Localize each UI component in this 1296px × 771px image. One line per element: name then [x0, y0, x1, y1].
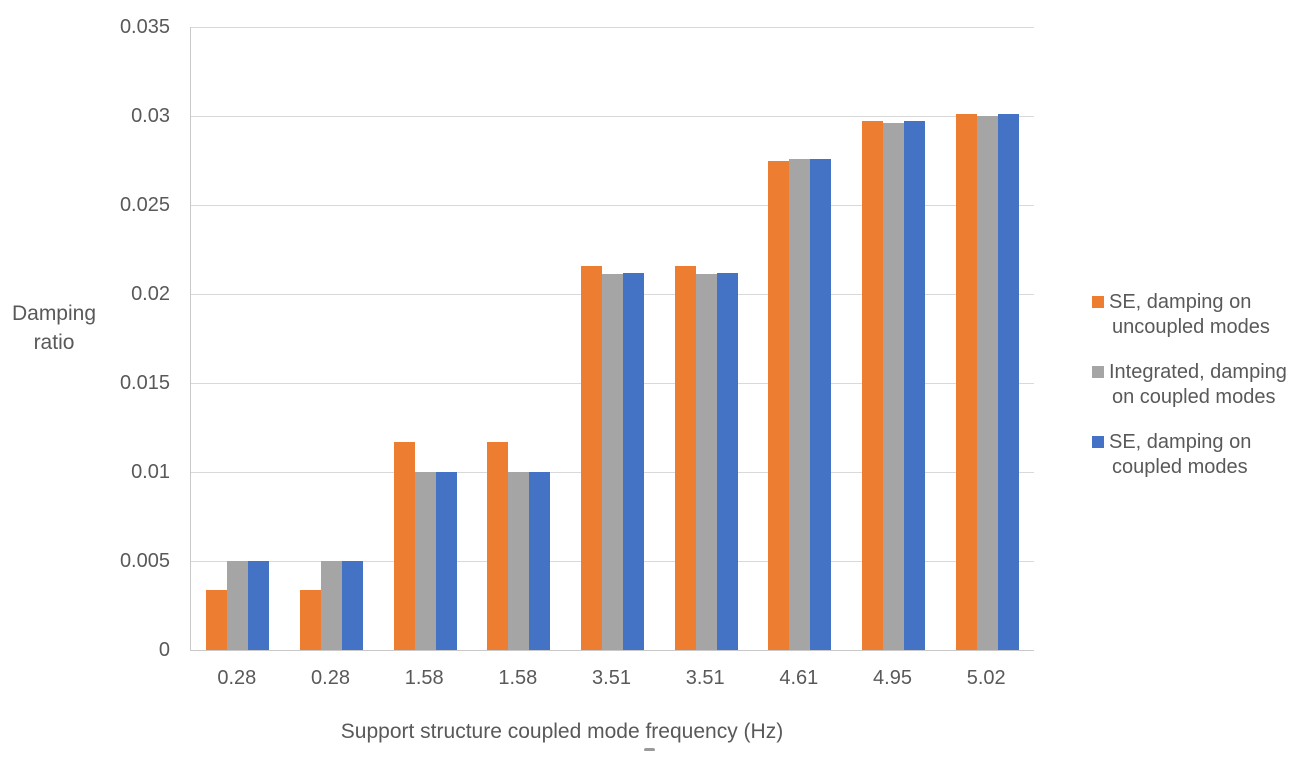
- x-category-label: 1.58: [404, 667, 444, 689]
- bar-series-2: [414, 472, 436, 650]
- bar-series-3: [716, 272, 738, 650]
- y-tick-label: 0: [158, 639, 170, 661]
- gridline: [191, 205, 1034, 206]
- bar-series-2: [882, 123, 904, 650]
- bar-series-3: [997, 114, 1019, 650]
- bar-group: [378, 27, 472, 650]
- bar-series-1: [674, 265, 696, 650]
- bar-series-2: [508, 472, 530, 650]
- legend-label: SE, damping on uncoupled modes: [1109, 291, 1270, 338]
- bar-group: [753, 27, 847, 650]
- bar-series-1: [861, 121, 883, 650]
- bar-series-1: [206, 589, 228, 650]
- gridline: [191, 27, 1034, 28]
- bar-group: [191, 27, 285, 650]
- x-category-label: 4.61: [779, 667, 819, 689]
- bar-series-1: [487, 441, 509, 650]
- x-category-label: 5.02: [966, 667, 1006, 689]
- bar-series-2: [789, 158, 811, 650]
- bar-series-3: [903, 121, 925, 650]
- legend-label: Integrated, damping on coupled modes: [1109, 361, 1287, 408]
- y-tick-label: 0.015: [119, 372, 170, 394]
- bar-series-2: [320, 561, 342, 650]
- bar-series-3: [435, 472, 457, 650]
- cropped-text-artifact: [644, 748, 655, 751]
- bar-group: [472, 27, 566, 650]
- bar-series-3: [248, 561, 270, 650]
- y-tick-label: 0.03: [131, 105, 170, 127]
- bar-group: [659, 27, 753, 650]
- x-category-label: 0.28: [311, 667, 350, 689]
- legend-item: Integrated, damping on coupled modes: [1092, 360, 1292, 410]
- y-tick-label: 0.01: [131, 461, 170, 483]
- bar-series-2: [227, 561, 249, 650]
- bar-series-2: [976, 116, 998, 650]
- plot-area: [190, 27, 1034, 651]
- legend-label: SE, damping on coupled modes: [1109, 431, 1252, 478]
- bar-series-3: [341, 561, 363, 650]
- y-axis-title: Damping ratio: [11, 302, 97, 354]
- bar-series-1: [768, 160, 790, 650]
- bars-layer: [191, 27, 1034, 650]
- x-category-label: 0.28: [217, 667, 257, 689]
- legend: SE, damping on uncoupled modes Integrated,…: [1092, 290, 1292, 500]
- y-tick-label: 0.025: [119, 194, 170, 216]
- bar-series-1: [393, 441, 415, 650]
- bar-series-2: [695, 274, 717, 650]
- legend-swatch-icon: [1092, 366, 1104, 378]
- x-axis-title: Support structure coupled mode frequency…: [340, 720, 784, 743]
- legend-item: SE, damping on coupled modes: [1092, 430, 1292, 480]
- legend-item: SE, damping on uncoupled modes: [1092, 290, 1292, 340]
- gridline: [191, 116, 1034, 117]
- x-category-label: 3.51: [685, 667, 725, 689]
- bar-group: [940, 27, 1034, 650]
- legend-swatch-icon: [1092, 436, 1104, 448]
- bar-group: [285, 27, 379, 650]
- y-tick-label: 0.035: [119, 16, 170, 38]
- bar-series-3: [529, 472, 551, 650]
- x-category-label: 1.58: [498, 667, 538, 689]
- bar-series-1: [299, 589, 321, 650]
- bar-series-2: [601, 274, 623, 650]
- y-tick-label: 0.02: [131, 283, 170, 305]
- legend-swatch-icon: [1092, 296, 1104, 308]
- x-category-label: 4.95: [873, 667, 912, 689]
- x-category-label: 3.51: [592, 667, 631, 689]
- bar-group: [566, 27, 660, 650]
- y-tick-label: 0.005: [119, 550, 170, 572]
- bar-series-1: [580, 265, 602, 650]
- bar-group: [847, 27, 941, 650]
- bar-series-1: [955, 114, 977, 650]
- bar-series-3: [622, 272, 644, 650]
- bar-series-3: [810, 158, 832, 650]
